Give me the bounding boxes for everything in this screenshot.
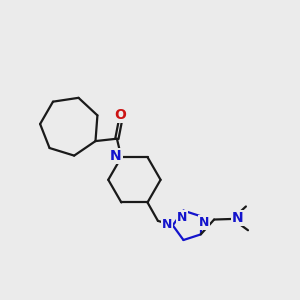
Text: N: N	[177, 211, 187, 224]
Text: O: O	[115, 108, 126, 122]
Text: N: N	[162, 218, 172, 231]
Text: N: N	[199, 216, 209, 229]
Text: N: N	[232, 211, 244, 225]
Text: N: N	[110, 148, 122, 163]
